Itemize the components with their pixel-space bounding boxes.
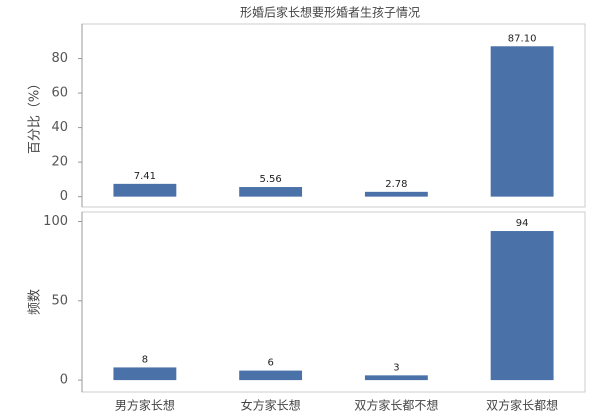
data-label: 87.10 — [508, 33, 537, 44]
data-label: 6 — [267, 358, 273, 369]
y-tick-label: 60 — [51, 86, 68, 101]
y-tick-label: 20 — [51, 155, 68, 170]
data-label: 7.41 — [134, 171, 156, 182]
y-tick-label: 0 — [60, 373, 68, 388]
x-tick-label: 女方家长想 — [241, 398, 301, 413]
y-tick-label: 40 — [51, 120, 68, 135]
data-label: 94 — [516, 218, 529, 229]
data-label: 5.56 — [259, 174, 281, 185]
y-tick-label: 100 — [43, 214, 68, 229]
bar — [364, 375, 428, 381]
data-label: 2.78 — [385, 179, 407, 190]
x-tick-label: 双方家长都想 — [486, 398, 558, 413]
data-label: 8 — [142, 354, 148, 365]
bar — [113, 367, 177, 381]
x-tick-label: 双方家长都不想 — [354, 398, 438, 413]
bar — [239, 370, 303, 381]
x-tick-label: 男方家长想 — [115, 398, 175, 413]
y-axis-label: 百分比（%） — [28, 77, 43, 154]
data-label: 3 — [393, 362, 399, 373]
y-axis-label: 频数 — [28, 289, 43, 315]
bar — [490, 231, 554, 381]
bar — [113, 183, 177, 197]
y-tick-label: 80 — [51, 51, 68, 66]
bar — [239, 187, 303, 197]
bar — [364, 191, 428, 197]
bar — [490, 46, 554, 197]
y-tick-label: 0 — [60, 189, 68, 204]
chart-title: 形婚后家长想要形婚者生孩子情况 — [240, 5, 420, 20]
y-tick-label: 50 — [51, 293, 68, 308]
